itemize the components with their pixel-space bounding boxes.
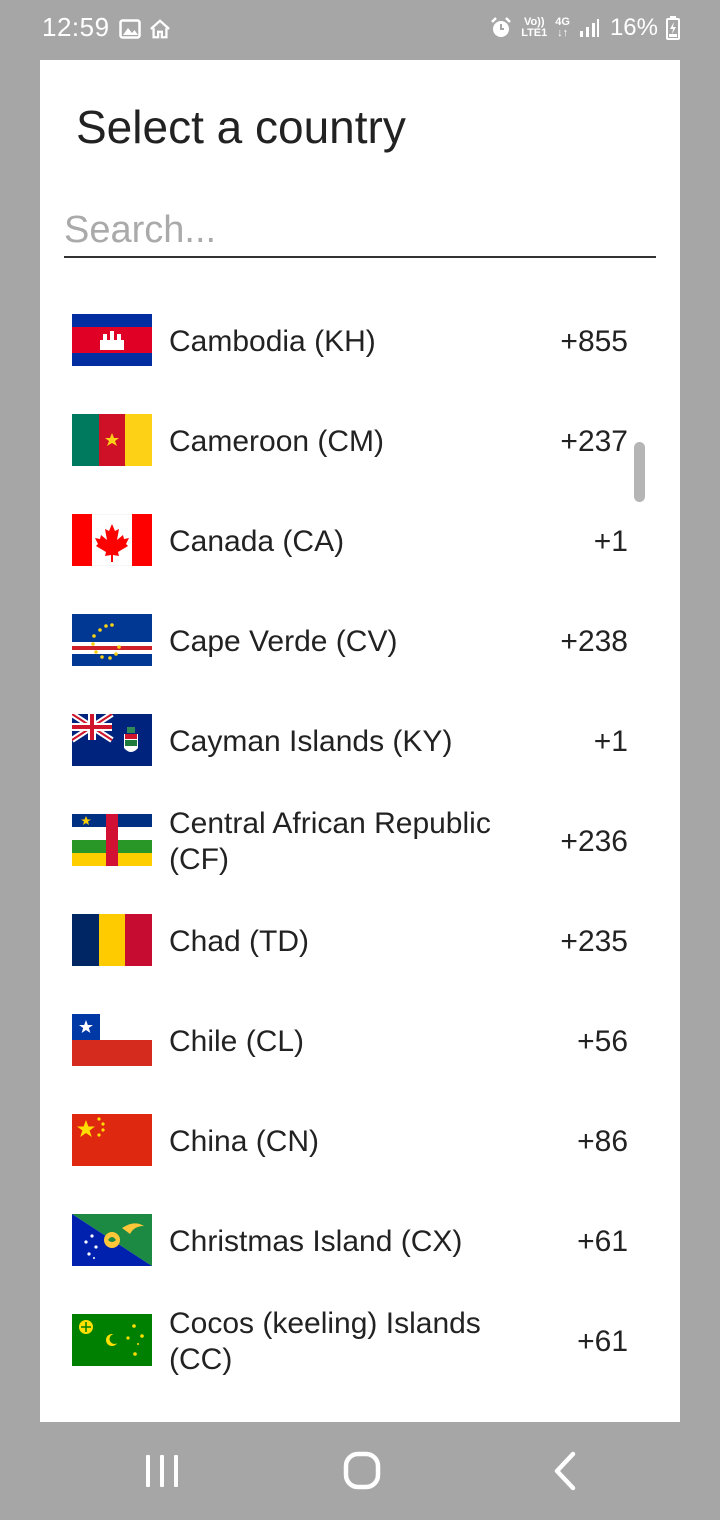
country-name: Cambodia (KH) — [169, 325, 376, 358]
country-row-cl[interactable]: Chile (CL) +56 — [40, 992, 680, 1092]
data-arrows-icon: ↓↑ — [557, 27, 569, 39]
volte-top: Vo)) — [523, 16, 545, 28]
cn-flag-icon — [72, 1114, 152, 1166]
ky-flag-icon — [72, 714, 152, 766]
battery-icon — [666, 16, 680, 40]
navigation-bar — [0, 1422, 720, 1520]
recent-apps-icon[interactable] — [137, 1446, 187, 1496]
dialog-title: Select a country — [76, 101, 406, 153]
country-row-cc[interactable]: Cocos (keeling) Islands (CC) +61 — [40, 1292, 680, 1392]
country-name: China (CN) — [169, 1125, 320, 1158]
country-row-kh[interactable]: Cambodia (KH) +855 — [40, 292, 680, 392]
country-code: +61 — [577, 1325, 628, 1358]
volte-bottom: LTE1 — [521, 27, 548, 39]
image-icon — [119, 19, 141, 39]
country-name: Chile (CL) — [169, 1025, 305, 1058]
scrollbar-thumb[interactable] — [634, 442, 645, 502]
country-row-cx[interactable]: Christmas Island (CX) +61 — [40, 1192, 680, 1292]
country-row-cm[interactable]: Cameroon (CM) +237 — [40, 392, 680, 492]
country-code: +56 — [577, 1025, 628, 1058]
country-row-cf[interactable]: Central African Republic (CF) +236 — [40, 792, 680, 892]
country-code: +237 — [560, 425, 628, 458]
network-type: 4G — [555, 16, 570, 28]
cv-flag-icon — [72, 614, 152, 666]
home-icon — [150, 19, 170, 39]
country-name: Cameroon (CM) — [169, 425, 385, 458]
country-name: Chad (TD) — [169, 925, 310, 958]
country-row-td[interactable]: Chad (TD) +235 — [40, 892, 680, 992]
country-code: +235 — [560, 925, 628, 958]
cl-flag-icon — [72, 1014, 152, 1066]
cf-flag-icon — [72, 814, 152, 866]
network-indicator: 4G ↓↑ — [555, 17, 570, 39]
country-name: Cocos (keeling) Islands (CC) — [169, 1307, 481, 1376]
cx-flag-icon — [72, 1214, 152, 1266]
status-bar: 12:59 Vo)) LTE1 4G ↓↑ 16% — [0, 0, 720, 58]
cm-flag-icon — [72, 414, 152, 466]
kh-flag-icon — [72, 314, 152, 366]
country-name: Central African Republic (CF) — [169, 807, 491, 876]
country-row-ca[interactable]: Canada (CA) +1 — [40, 492, 680, 592]
country-name: Canada (CA) — [169, 525, 345, 558]
country-code: +238 — [560, 625, 628, 658]
country-code: +236 — [560, 825, 628, 858]
country-picker-dialog: Select a country Cambodia (KH) +855 — [40, 60, 680, 1422]
volte-indicator: Vo)) LTE1 — [521, 17, 547, 39]
back-icon[interactable] — [539, 1446, 589, 1496]
country-code: +855 — [560, 325, 628, 358]
signal-icon — [579, 19, 599, 37]
country-row-ky[interactable]: Cayman Islands (KY) +1 — [40, 692, 680, 792]
alarm-icon — [491, 17, 512, 37]
cc-flag-icon — [72, 1314, 152, 1366]
battery-percent: 16% — [609, 14, 658, 41]
country-row-cn[interactable]: China (CN) +86 — [40, 1092, 680, 1192]
country-name: Cayman Islands (KY) — [169, 725, 453, 758]
search-input[interactable] — [64, 204, 656, 258]
country-code: +1 — [593, 525, 628, 558]
status-right: Vo)) LTE1 4G ↓↑ 16% — [489, 14, 680, 42]
country-row-cv[interactable]: Cape Verde (CV) +238 — [40, 592, 680, 692]
td-flag-icon — [72, 914, 152, 966]
country-name: Christmas Island (CX) — [169, 1225, 463, 1258]
home-button-icon[interactable] — [337, 1446, 387, 1496]
country-code: +61 — [577, 1225, 628, 1258]
country-code: +86 — [577, 1125, 628, 1158]
country-code: +1 — [593, 725, 628, 758]
status-time: 12:59 — [42, 12, 110, 42]
ca-flag-icon — [72, 514, 152, 566]
country-list[interactable]: Cambodia (KH) +855 Cameroon (CM) +237 Ca… — [40, 292, 680, 1392]
country-name: Cape Verde (CV) — [169, 625, 398, 658]
